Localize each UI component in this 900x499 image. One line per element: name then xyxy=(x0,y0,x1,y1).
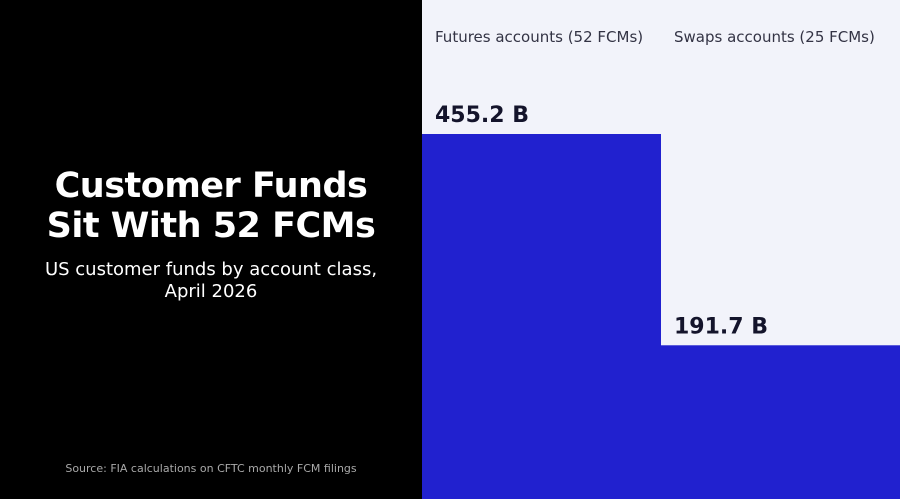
title-panel: Customer Funds Sit With 52 FCMs US custo… xyxy=(0,0,422,499)
bar-2 xyxy=(661,345,900,499)
bar-chart: 455.2 B Futures accounts (52 FCMs) 191.7 B… xyxy=(422,0,900,499)
chart-panel: 455.2 B Futures accounts (52 FCMs) 191.7 B… xyxy=(422,0,900,499)
bar-1 xyxy=(422,134,661,499)
source-note: Source: FIA calculations on CFTC monthly… xyxy=(65,462,357,475)
subtitle-line-2: April 2026 xyxy=(164,281,258,302)
headline: Customer Funds Sit With 52 FCMs xyxy=(0,166,422,246)
headline-line-1: Customer Funds xyxy=(54,166,368,206)
subtitle: US customer funds by account class, Apri… xyxy=(0,259,422,303)
category-label-1: Futures accounts (52 FCMs) xyxy=(435,28,643,46)
value-label-1: 455.2 B xyxy=(435,103,529,128)
value-label-2: 191.7 B xyxy=(674,314,768,339)
category-label-2: Swaps accounts (25 FCMs) xyxy=(674,28,875,46)
subtitle-line-1: US customer funds by account class, xyxy=(44,259,378,280)
headline-line-2: Sit With 52 FCMs xyxy=(46,206,376,246)
